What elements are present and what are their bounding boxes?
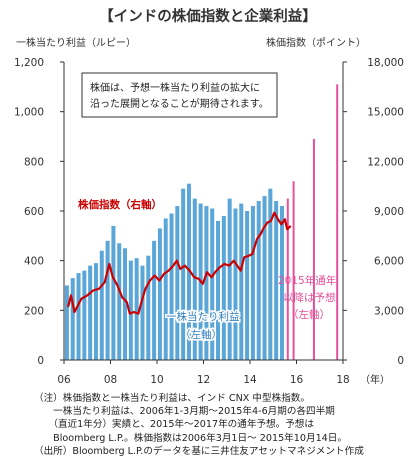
eps-bar xyxy=(186,183,191,360)
forecast-bars xyxy=(286,84,339,360)
x-tick-label: 12 xyxy=(197,374,210,386)
chart-title: 【インドの株価指数と企業利益】 xyxy=(99,7,317,25)
forecast-label-1: 2015年通年 xyxy=(278,274,336,287)
eps-bar xyxy=(163,218,168,360)
right-tick-label: 15,000 xyxy=(367,107,404,119)
footnote-line: 一株当たり利益は、2006年1-3月期～2015年4-6月期の各四半期 xyxy=(34,406,335,418)
forecast-bar xyxy=(336,84,339,360)
right-tick-label: 6,000 xyxy=(374,256,404,268)
footnote-line: （注）株価指数と一株当たり利益は、インド CNX 中型株指数。 xyxy=(34,393,310,404)
x-unit-label: （年） xyxy=(360,373,390,386)
forecast-bar xyxy=(312,138,315,360)
eps-bar xyxy=(169,213,174,360)
callout-box xyxy=(81,72,278,118)
eps-bar xyxy=(99,250,104,360)
eps-bar xyxy=(70,278,75,360)
right-axis-label: 株価指数（ポイント） xyxy=(266,36,366,49)
eps-bar xyxy=(146,255,151,360)
eps-bar xyxy=(82,270,87,360)
eps-bar xyxy=(210,208,215,360)
eps-bar xyxy=(239,203,244,360)
right-tick-label: 9,000 xyxy=(374,206,404,218)
callout-line-2: 沿った展開となることが期待されます。 xyxy=(90,97,269,110)
eps-bar xyxy=(152,240,157,360)
forecast-bar xyxy=(286,198,289,360)
eps-bar xyxy=(216,220,221,360)
eps-bar xyxy=(245,211,250,360)
eps-bar xyxy=(88,265,93,360)
eps-bar xyxy=(262,196,267,360)
eps-bar xyxy=(233,208,238,360)
x-tick-label: 10 xyxy=(150,374,163,386)
right-tick-label: 12,000 xyxy=(367,156,404,168)
eps-bar xyxy=(140,265,145,360)
eps-bar xyxy=(157,228,162,360)
eps-series-label-2: （左軸） xyxy=(180,328,222,341)
right-tick-label: 3,000 xyxy=(374,305,404,317)
right-tick-labels: 0 3,000 6,000 9,000 12,000 15,000 18,000 xyxy=(343,57,404,367)
eps-bar xyxy=(111,225,116,360)
eps-bar xyxy=(250,206,255,360)
left-tick-label: 0 xyxy=(37,355,44,367)
footnote-line: （出所）Bloomberg L.P.のデータを基に三井住友アセットマネジメント作… xyxy=(34,445,364,457)
index-line-layer xyxy=(66,211,292,315)
eps-bar xyxy=(192,198,197,360)
eps-bar xyxy=(64,285,69,360)
eps-bar xyxy=(221,215,226,360)
x-tick-marks: 06 08 10 12 14 16 18 xyxy=(57,360,350,386)
right-tick-label: 0 xyxy=(397,355,404,367)
footnote-line: （直近1年分）実績と、2015年～2017年の通年予想。予想は xyxy=(34,419,314,431)
eps-bar xyxy=(256,201,261,360)
forecast-label-3: （左軸） xyxy=(288,308,330,321)
eps-bar xyxy=(181,188,186,360)
eps-bar xyxy=(268,188,273,360)
x-tick-label: 14 xyxy=(243,374,257,386)
eps-bar xyxy=(227,198,232,360)
footnote-line: Bloomberg L.P.。株価指数は2006年3月1日～ 2015年10月1… xyxy=(34,432,347,444)
eps-bar xyxy=(134,258,139,360)
eps-bar xyxy=(123,248,128,360)
left-tick-labels: 0 200 400 600 800 1,000 1,200 xyxy=(14,57,64,367)
x-tick-label: 06 xyxy=(57,374,71,386)
x-tick-label: 18 xyxy=(336,374,349,386)
left-tick-label: 400 xyxy=(24,256,44,268)
eps-bar xyxy=(204,206,209,360)
left-tick-label: 1,000 xyxy=(14,107,44,119)
right-tick-label: 18,000 xyxy=(367,57,404,69)
index-line xyxy=(66,211,292,315)
left-tick-label: 1,200 xyxy=(14,57,44,69)
x-tick-label: 08 xyxy=(104,374,117,386)
eps-bar xyxy=(175,206,180,360)
eps-bar xyxy=(105,240,110,360)
eps-bar xyxy=(117,243,122,360)
eps-bar xyxy=(274,201,279,360)
forecast-label-2: 以降は予想 xyxy=(283,291,336,304)
footnotes: （注）株価指数と一株当たり利益は、インド CNX 中型株指数。 一株当たり利益は… xyxy=(34,392,414,458)
eps-bar xyxy=(93,263,98,360)
left-tick-label: 800 xyxy=(24,156,44,168)
eps-series-label-1: 一株当たり利益 xyxy=(166,310,240,323)
eps-bar xyxy=(128,260,133,360)
index-series-label: 株価指数（右軸） xyxy=(78,198,162,211)
eps-bar xyxy=(76,273,81,360)
eps-bar xyxy=(279,206,284,360)
callout-line-1: 株価は、予想一株当たり利益の拡大に xyxy=(90,81,260,94)
left-tick-label: 200 xyxy=(24,305,44,317)
forecast-bar xyxy=(292,181,295,360)
left-tick-label: 600 xyxy=(24,206,44,218)
left-axis-label: 一株当たり利益（ルピー） xyxy=(16,36,136,49)
x-tick-label: 16 xyxy=(290,374,304,386)
